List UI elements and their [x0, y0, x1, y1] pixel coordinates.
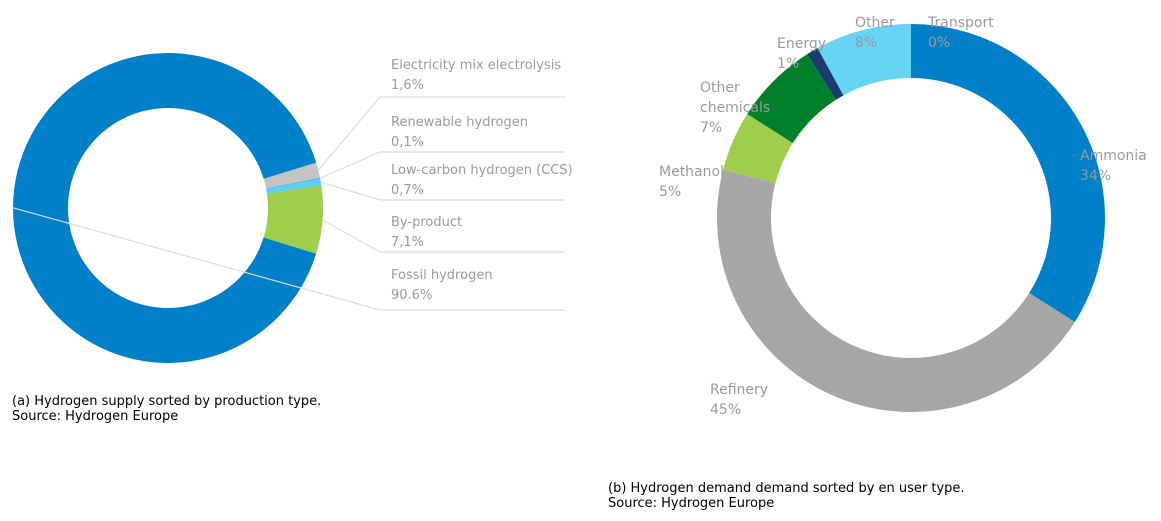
- donut-segment: [747, 54, 836, 143]
- donut-segment: [723, 114, 793, 184]
- segment-label: Low-carbon hydrogen (CCS) 0,7%: [391, 161, 573, 201]
- category-label: Transport: [928, 15, 994, 31]
- segment-label: Energy 1%: [777, 34, 826, 74]
- value-label: 5%: [659, 184, 682, 200]
- segment-label: Other chemicals 7%: [700, 78, 790, 138]
- value-label: 90.6%: [391, 288, 433, 303]
- category-label: Fossil hydrogen: [391, 268, 493, 283]
- leader-line: [317, 96, 565, 171]
- value-label: 34%: [1080, 168, 1112, 184]
- category-label: Renewable hydrogen: [391, 115, 528, 130]
- category-label: Other: [855, 15, 895, 31]
- leader-line: [12, 207, 565, 311]
- donut-segment: [911, 24, 1105, 322]
- segment-label: Renewable hydrogen 0,1%: [391, 113, 528, 153]
- caption: (b) Hydrogen demand demand sorted by en …: [608, 481, 965, 496]
- value-label: 0%: [928, 35, 951, 51]
- leader-line: [319, 151, 565, 179]
- value-label: 8%: [855, 35, 878, 51]
- category-label: Refinery: [710, 382, 769, 398]
- segment-label: Electricity mix electrolysis 1,6%: [391, 56, 561, 96]
- value-label: 7%: [700, 120, 723, 136]
- category-label: Methanol: [659, 164, 724, 180]
- segment-label: Fossil hydrogen 90.6%: [391, 266, 493, 306]
- segment-label: Other 8%: [855, 13, 895, 53]
- donut-segment: [266, 177, 321, 190]
- category-label: Energy: [777, 36, 827, 52]
- caption-a: (a) Hydrogen supply sorted by production…: [12, 394, 321, 424]
- caption-b: (b) Hydrogen demand demand sorted by en …: [608, 481, 965, 511]
- source: Source: Hydrogen Europe: [608, 496, 775, 511]
- category-label: Other chemicals: [700, 80, 771, 116]
- category-label: By-product: [391, 215, 463, 230]
- value-label: 7,1%: [391, 235, 425, 250]
- donut-segment: [717, 169, 1075, 412]
- donut-segment: [263, 162, 321, 189]
- value-label: 0,1%: [391, 135, 425, 150]
- leader-line: [320, 181, 565, 201]
- segment-label: Methanol 5%: [659, 162, 724, 202]
- segment-label: By-product 7,1%: [391, 213, 462, 253]
- caption: (a) Hydrogen supply sorted by production…: [12, 394, 322, 409]
- value-label: 45%: [710, 402, 742, 418]
- donut-segment: [807, 47, 844, 100]
- value-label: 0,7%: [391, 183, 425, 198]
- donut-segment: [12, 52, 317, 364]
- donut-segment: [817, 24, 911, 96]
- segment-label: Ammonia 34%: [1080, 146, 1147, 186]
- donut-segment: [266, 178, 322, 194]
- leader-line: [322, 219, 565, 253]
- segment-label: Refinery 45%: [710, 380, 768, 420]
- category-label: Low-carbon hydrogen (CCS): [391, 163, 573, 178]
- value-label: 1,6%: [391, 78, 425, 93]
- value-label: 1%: [777, 56, 800, 72]
- source: Source: Hydrogen Europe: [12, 409, 179, 424]
- category-label: Ammonia: [1080, 148, 1147, 164]
- donut-segment: [263, 185, 323, 254]
- category-label: Electricity mix electrolysis: [391, 58, 562, 73]
- segment-label: Transport 0%: [928, 13, 994, 53]
